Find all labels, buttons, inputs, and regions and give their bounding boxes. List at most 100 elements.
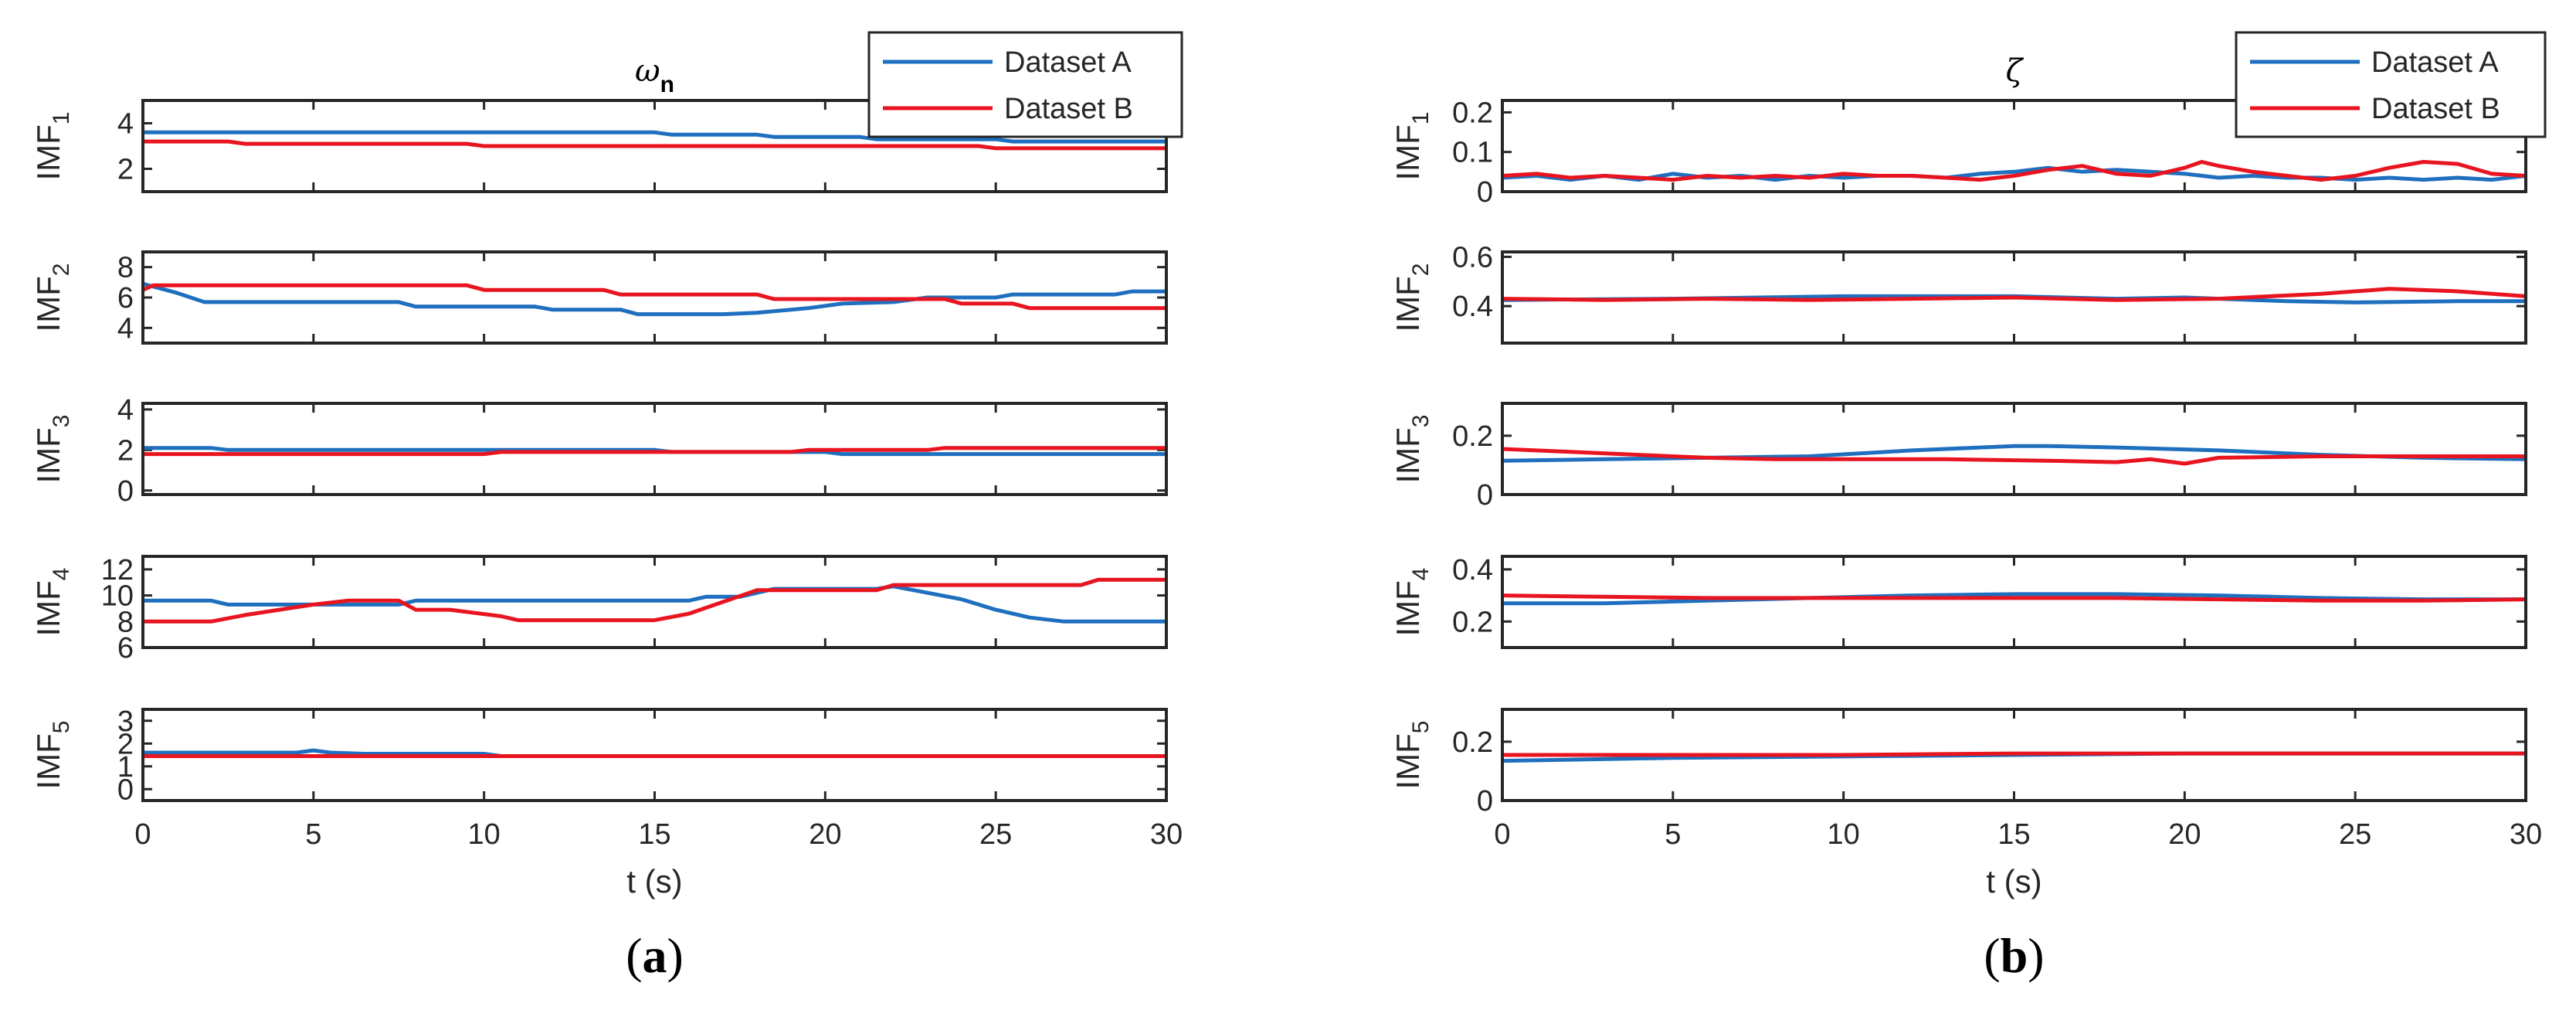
series-line-dataset-b: [1502, 287, 2526, 302]
y-axis-label-subscript: 3: [1408, 415, 1434, 428]
y-axis-label: IMF5: [30, 721, 74, 790]
axes-box: [141, 708, 1168, 802]
y-axis-label: IMF1: [1390, 112, 1434, 181]
legend-label: Dataset A: [1004, 46, 1132, 79]
axes-box: [141, 402, 1168, 496]
series-line-dataset-b: [1502, 751, 2526, 757]
panel-caption: (a): [626, 928, 684, 983]
y-axis-label-subscript: 2: [49, 264, 74, 277]
x-axis-label: t (s): [626, 863, 682, 899]
y-tick-label: 4: [117, 312, 134, 345]
x-tick-label: 10: [1828, 818, 1860, 851]
series-line-dataset-b: [1502, 447, 2526, 466]
y-tick-label: 0: [1477, 176, 1493, 209]
y-tick-label: 8: [117, 606, 134, 638]
series-line-dataset-a: [143, 130, 1166, 144]
y-tick-label: 0.2: [1452, 726, 1493, 759]
y-tick-label: 4: [117, 108, 134, 141]
series-line-dataset-b: [1502, 593, 2526, 603]
y-tick-label: 6: [117, 632, 134, 665]
x-tick-label: 25: [2339, 818, 2371, 851]
subplot-imf3: 0 0.2 IMF3: [1390, 402, 2527, 512]
panel-caption: (b): [1984, 928, 2044, 983]
chart-title: ζ: [2006, 53, 2024, 89]
y-tick-label: 0.6: [1452, 241, 1493, 274]
chart-title: ωn: [635, 53, 674, 97]
y-tick-label: 2: [117, 154, 134, 186]
y-tick-label: 0: [1477, 785, 1493, 818]
series-line-dataset-a: [1502, 592, 2526, 606]
legend-label: Dataset B: [1004, 93, 1133, 125]
axes-box: [141, 99, 1168, 193]
x-tick-label: 5: [1665, 818, 1681, 851]
y-tick-label: 0: [1477, 479, 1493, 512]
legend: Dataset A Dataset B: [867, 31, 1183, 138]
x-axis-label: t (s): [1986, 863, 2041, 899]
y-axis-label: IMF2: [1390, 264, 1434, 332]
panel-caption-letter: a: [643, 928, 667, 983]
y-axis-label-subscript: 2: [1408, 264, 1434, 277]
series-line-dataset-a: [143, 281, 1166, 317]
x-tick-label: 15: [638, 818, 670, 851]
y-axis-label-subscript: 3: [49, 415, 74, 428]
panel-caption-close: ): [2028, 928, 2044, 983]
axes-box: [141, 250, 1168, 345]
y-tick-label: 0.1: [1452, 137, 1493, 169]
axes-box: [1501, 555, 2527, 649]
subplot-imf4: 0.2 0.4 IMF4: [1390, 554, 2527, 649]
y-tick-label: 2: [117, 434, 134, 467]
x-tick-label: 5: [305, 818, 321, 851]
x-tick-label: 20: [809, 818, 841, 851]
x-tick-label: 30: [2510, 818, 2542, 851]
subplot-imf5: 0 0.2 IMF5: [1390, 708, 2527, 818]
y-tick-label: 0.2: [1452, 97, 1493, 129]
legend-label: Dataset A: [2371, 46, 2499, 79]
y-axis-label: IMF2: [30, 264, 74, 332]
y-axis-label-subscript: 4: [1408, 568, 1434, 581]
x-tick-label: 30: [1150, 818, 1183, 851]
axes-box: [141, 555, 1168, 649]
series-line-dataset-b: [143, 139, 1166, 151]
subplot-imf1: 2 4 IMF1: [30, 99, 1168, 193]
y-axis-label-subscript: 1: [49, 112, 74, 125]
y-axis-label: IMF3: [1390, 415, 1434, 484]
y-axis-label: IMF3: [30, 415, 74, 484]
x-tick-label: 20: [2168, 818, 2201, 851]
y-axis-label: IMF5: [1390, 721, 1434, 790]
x-tick-label: 15: [1997, 818, 2030, 851]
axes-box: [1501, 99, 2527, 193]
y-tick-label: 0.2: [1452, 420, 1493, 453]
y-axis-label: IMF4: [30, 568, 74, 637]
subplot-imf1: 0 0.1 0.2 IMF1: [1390, 97, 2527, 209]
panel-caption-close: ): [667, 928, 684, 983]
y-axis-label: IMF1: [30, 112, 74, 181]
x-tick-label: 10: [468, 818, 501, 851]
y-tick-label: 0.4: [1452, 554, 1493, 586]
y-tick-label: 6: [117, 282, 134, 314]
y-tick-label: 0.2: [1452, 606, 1493, 638]
axes-box: [1501, 250, 2527, 345]
y-axis-label-subscript: 4: [49, 568, 74, 581]
series-line-dataset-b: [143, 446, 1166, 457]
panel-b: ζ 0 0.1 0.2 IMF1 0.4 0.6 IMF2 0 0.2 IMF3 0.2 0.4 IMF4…: [1390, 31, 2547, 983]
y-tick-label: 12: [101, 554, 134, 586]
y-tick-label: 10: [101, 580, 134, 613]
series-line-dataset-a: [143, 584, 1166, 624]
x-tick-label: 0: [1494, 818, 1510, 851]
axes-box: [1501, 708, 2527, 802]
panel-a: ωn24IMF1468IMF2024IMF3681012IMF40123IMF5…: [30, 31, 1183, 983]
series-line-dataset-a: [1502, 165, 2526, 182]
legend: Dataset A Dataset B: [2235, 31, 2547, 138]
y-tick-label: 8: [117, 252, 134, 284]
axes-box: [1501, 402, 2527, 496]
legend-box: [867, 31, 1183, 138]
subplot-imf2: 468 IMF2: [30, 250, 1168, 345]
y-tick-label: 0: [117, 475, 134, 508]
legend-box: [2235, 31, 2547, 138]
y-axis-label-subscript: 5: [49, 721, 74, 734]
subplot-imf2: 0.4 0.6 IMF2: [1390, 241, 2527, 345]
series-line-dataset-b: [143, 577, 1166, 624]
y-tick-label: 2: [117, 728, 134, 760]
